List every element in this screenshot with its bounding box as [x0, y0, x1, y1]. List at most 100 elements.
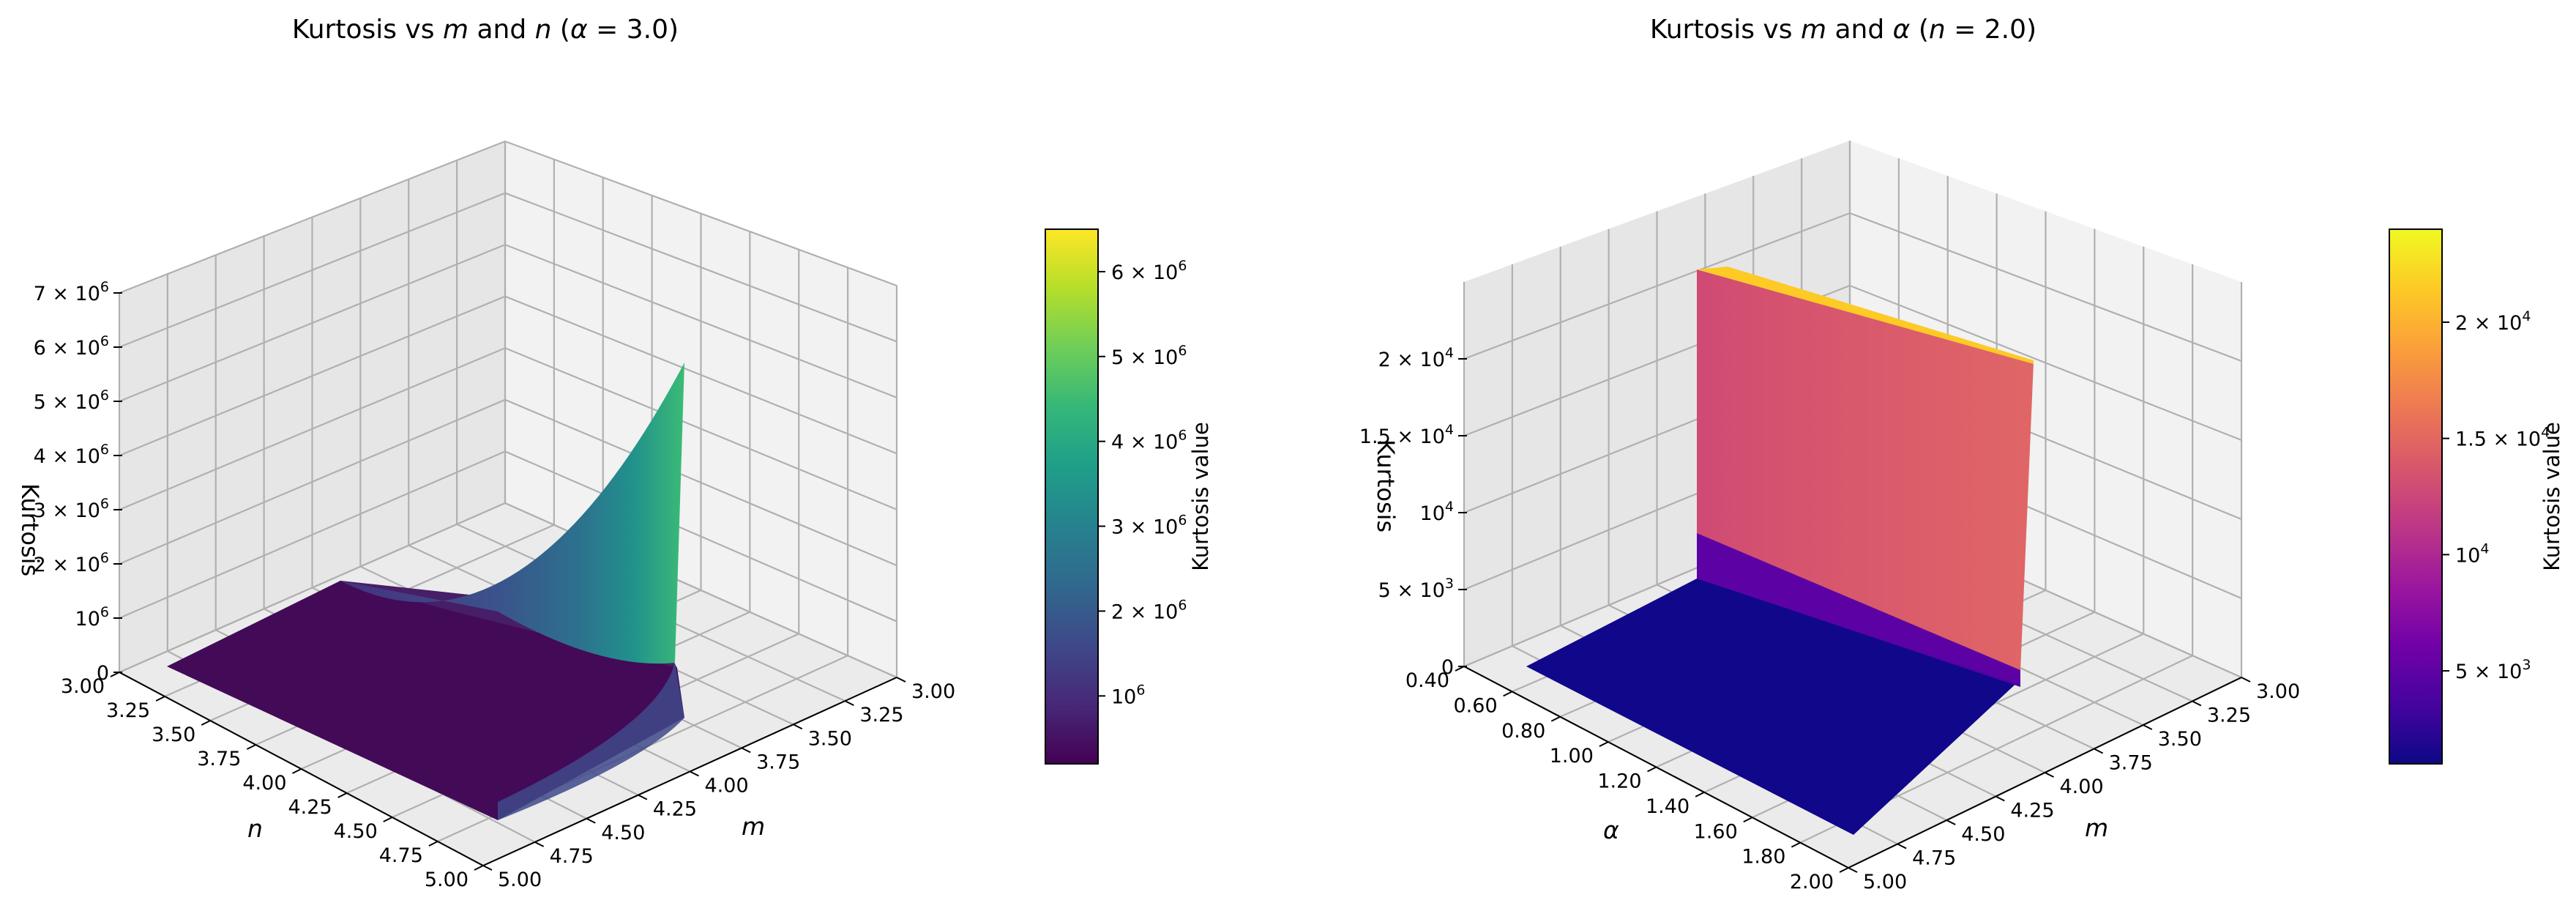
x-tick-label: 4.50: [601, 822, 645, 844]
y-tick-mark: [246, 744, 256, 750]
y-tick-mark: [110, 672, 120, 677]
y-tick-mark: [1550, 715, 1561, 722]
colorbar-tick-label: 2 × 104: [2455, 308, 2531, 335]
left-surface: [167, 363, 684, 820]
chart-left-title: Kurtosis vs m and n (α = 3.0): [292, 15, 679, 45]
x-tick-label: 4.25: [2010, 800, 2054, 822]
z-tick-label: 1.5 × 104: [1359, 422, 1454, 448]
x-tick-label: 3.50: [808, 727, 852, 750]
x-tick-mark: [534, 841, 545, 847]
grid-line: [119, 295, 897, 457]
y-tick-mark: [474, 865, 484, 871]
x-tick-label: 3.50: [2158, 728, 2202, 751]
y-tick-mark: [1695, 791, 1705, 798]
colorbar-tick-label: 1.5 × 104: [2455, 425, 2550, 451]
y-tick-label: 3.50: [152, 724, 195, 746]
colorbar-tick-label: 3 × 106: [1111, 513, 1187, 539]
colorbar-right-label: Kurtosis value: [2539, 422, 2564, 571]
x-tick-mark: [690, 770, 699, 777]
y-tick-mark: [201, 720, 211, 726]
z-tick-label: 5 × 103: [1378, 576, 1454, 602]
right-surface: [1526, 267, 2034, 835]
x-tick-mark: [2143, 724, 2153, 730]
z-tick-label: 2 × 106: [34, 550, 109, 576]
x-tick-label: 5.00: [498, 869, 542, 891]
grid-line: [119, 243, 897, 403]
chart-right-title: Kurtosis vs m and α (n = 2.0): [1650, 15, 2036, 45]
y-tick-label: 0.80: [1501, 720, 1545, 743]
x-tick-label: 4.00: [2060, 776, 2104, 798]
x-tick-label: 3.25: [2207, 704, 2251, 727]
colorbar-tick-label: 4 × 106: [1111, 428, 1187, 454]
x-tick-label: 3.00: [2256, 680, 2300, 703]
y-tick-label: 4.75: [379, 844, 423, 867]
x-tick-mark: [1848, 867, 1858, 873]
y-tick-label: 1.40: [1646, 795, 1690, 818]
colorbar-tick-label: 5 × 106: [1111, 343, 1187, 369]
colorbar-tick-label: 106: [1111, 682, 1145, 708]
y-tick-mark: [1599, 741, 1609, 748]
z-tick-label: 5 × 106: [34, 387, 109, 414]
y-tick-label: 0.60: [1454, 694, 1498, 717]
z-tick-label: 106: [75, 604, 109, 631]
left-x-axis-label: m: [742, 812, 765, 841]
x-tick-mark: [638, 794, 648, 800]
grid-line: [119, 347, 897, 511]
left-tick-labels: 0 106 2 × 106 3 × 106 4 × 106 5 × 106 6 × 106 7…: [34, 279, 956, 891]
colorbar-tick-label: 104: [2455, 540, 2489, 567]
y-tick-mark: [292, 768, 302, 774]
y-tick-mark: [1743, 817, 1753, 823]
grid-line: [1463, 284, 2242, 442]
y-tick-label: 2.00: [1790, 871, 1834, 893]
left-z-axis-label: Kurtosis: [16, 483, 44, 576]
y-tick-label: 1.00: [1550, 745, 1594, 767]
x-tick-mark: [844, 700, 854, 707]
grid-line: [119, 450, 897, 622]
x-tick-label: 4.25: [653, 798, 697, 821]
right-surface-wall-base: [1697, 533, 2020, 685]
z-tick-label: 3 × 106: [34, 496, 109, 522]
y-tick-label: 1.20: [1597, 770, 1641, 793]
y-tick-mark: [1647, 766, 1657, 773]
chart-left: Kurtosis vs m and n (α = 3.0) m n Kurtos…: [16, 15, 955, 891]
y-tick-label: 1.60: [1694, 820, 1738, 843]
y-tick-label: 3.25: [106, 699, 150, 722]
colorbar-tick-label: 2 × 106: [1111, 597, 1187, 623]
grid-line: [119, 398, 897, 567]
left-surface-floor: [167, 581, 684, 820]
right-y-axis-label: α: [1603, 816, 1619, 844]
x-tick-mark: [896, 677, 906, 683]
colorbar-right: Kurtosis value 5 × 103 104 1.5 × 104 2 × 10…: [2389, 228, 2564, 765]
x-tick-mark: [1995, 795, 2005, 802]
right-surface-wall: [1697, 269, 2034, 672]
x-tick-mark: [1946, 819, 1956, 825]
x-tick-mark: [741, 747, 751, 754]
z-tick-label: 7 × 106: [34, 279, 109, 305]
y-tick-mark: [337, 792, 348, 798]
x-tick-mark: [2192, 700, 2202, 707]
z-tick-label: 6 × 106: [34, 333, 109, 360]
x-tick-mark: [793, 724, 803, 730]
left-surface-wall: [340, 363, 684, 664]
z-tick-label: 2 × 104: [1378, 345, 1454, 371]
y-tick-label: 4.50: [334, 820, 378, 843]
grid-line: [119, 502, 897, 679]
y-tick-mark: [1455, 666, 1465, 672]
grid-line: [1463, 212, 2242, 363]
colorbar-left-bar: [1045, 228, 1099, 765]
x-tick-label: 4.75: [550, 845, 594, 868]
x-tick-label: 3.25: [859, 704, 903, 726]
x-tick-label: 3.00: [911, 680, 955, 703]
y-tick-label: 0.40: [1405, 669, 1449, 692]
y-tick-label: 4.25: [288, 796, 332, 819]
x-tick-mark: [2045, 772, 2054, 778]
colorbar-right-bar: [2389, 228, 2443, 765]
right-x-axis-label: m: [2085, 814, 2108, 842]
z-tick-label: 4 × 106: [34, 442, 109, 468]
x-tick-mark: [482, 865, 493, 871]
y-tick-label: 3.75: [197, 748, 241, 770]
colorbar-left-label: Kurtosis value: [1188, 422, 1213, 571]
x-tick-mark: [1897, 843, 1907, 849]
